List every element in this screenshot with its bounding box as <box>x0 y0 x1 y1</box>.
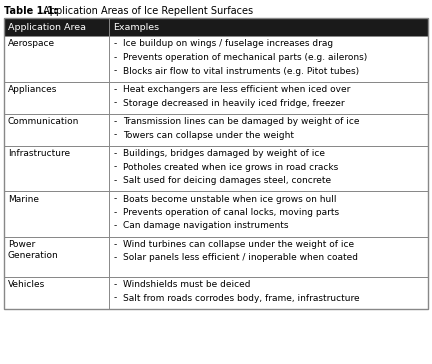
Text: Aerospace: Aerospace <box>8 40 55 48</box>
Bar <box>4 18 428 36</box>
Text: -: - <box>114 280 117 289</box>
Text: Vehicles: Vehicles <box>8 280 45 289</box>
Text: -: - <box>114 53 117 62</box>
Bar <box>4 18 428 309</box>
Bar <box>4 146 428 191</box>
Text: Application Areas of Ice Repellent Surfaces: Application Areas of Ice Repellent Surfa… <box>41 6 254 16</box>
Text: -: - <box>114 117 117 126</box>
Bar <box>4 82 428 114</box>
Text: Communication: Communication <box>8 117 79 126</box>
Text: Windshields must be deiced: Windshields must be deiced <box>123 280 250 289</box>
Text: -: - <box>114 131 117 139</box>
Text: -: - <box>114 194 117 203</box>
Text: Salt used for deicing damages steel, concrete: Salt used for deicing damages steel, con… <box>123 176 331 185</box>
Text: Infrastructure: Infrastructure <box>8 149 70 158</box>
Text: -: - <box>114 294 117 302</box>
Text: Wind turbines can collapse under the weight of ice: Wind turbines can collapse under the wei… <box>123 240 354 249</box>
Text: -: - <box>114 176 117 185</box>
Text: Salt from roads corrodes body, frame, infrastructure: Salt from roads corrodes body, frame, in… <box>123 294 359 302</box>
Text: Examples: Examples <box>113 23 159 32</box>
Text: Solar panels less efficient / inoperable when coated: Solar panels less efficient / inoperable… <box>123 253 358 262</box>
Text: -: - <box>114 99 117 107</box>
Text: Table 1.1:: Table 1.1: <box>4 6 58 16</box>
Text: Blocks air flow to vital instruments (e.g. Pitot tubes): Blocks air flow to vital instruments (e.… <box>123 67 359 75</box>
Text: -: - <box>114 67 117 75</box>
Text: Storage decreased in heavily iced fridge, freezer: Storage decreased in heavily iced fridge… <box>123 99 344 107</box>
Text: -: - <box>114 149 117 158</box>
Text: Power
Generation: Power Generation <box>8 240 59 260</box>
Text: -: - <box>114 222 117 230</box>
Text: Prevents operation of mechanical parts (e.g. ailerons): Prevents operation of mechanical parts (… <box>123 53 367 62</box>
Text: Application Area: Application Area <box>8 23 86 32</box>
Text: Towers can collapse under the weight: Towers can collapse under the weight <box>123 131 294 139</box>
Text: Heat exchangers are less efficient when iced over: Heat exchangers are less efficient when … <box>123 85 350 94</box>
Text: Appliances: Appliances <box>8 85 57 94</box>
Text: Potholes created when ice grows in road cracks: Potholes created when ice grows in road … <box>123 162 338 171</box>
Text: -: - <box>114 240 117 249</box>
Text: Buildings, bridges damaged by weight of ice: Buildings, bridges damaged by weight of … <box>123 149 325 158</box>
Bar <box>4 36 428 82</box>
Bar <box>4 277 428 309</box>
Bar <box>4 114 428 146</box>
Text: Marine: Marine <box>8 194 39 203</box>
Text: -: - <box>114 253 117 262</box>
Text: Ice buildup on wings / fuselage increases drag: Ice buildup on wings / fuselage increase… <box>123 40 333 48</box>
Text: -: - <box>114 85 117 94</box>
Text: -: - <box>114 40 117 48</box>
Text: Boats become unstable when ice grows on hull: Boats become unstable when ice grows on … <box>123 194 336 203</box>
Text: Can damage navigation instruments: Can damage navigation instruments <box>123 222 288 230</box>
Bar <box>4 191 428 237</box>
Text: -: - <box>114 162 117 171</box>
Text: Prevents operation of canal locks, moving parts: Prevents operation of canal locks, movin… <box>123 208 339 217</box>
Text: Transmission lines can be damaged by weight of ice: Transmission lines can be damaged by wei… <box>123 117 359 126</box>
Bar <box>4 237 428 277</box>
Text: -: - <box>114 208 117 217</box>
